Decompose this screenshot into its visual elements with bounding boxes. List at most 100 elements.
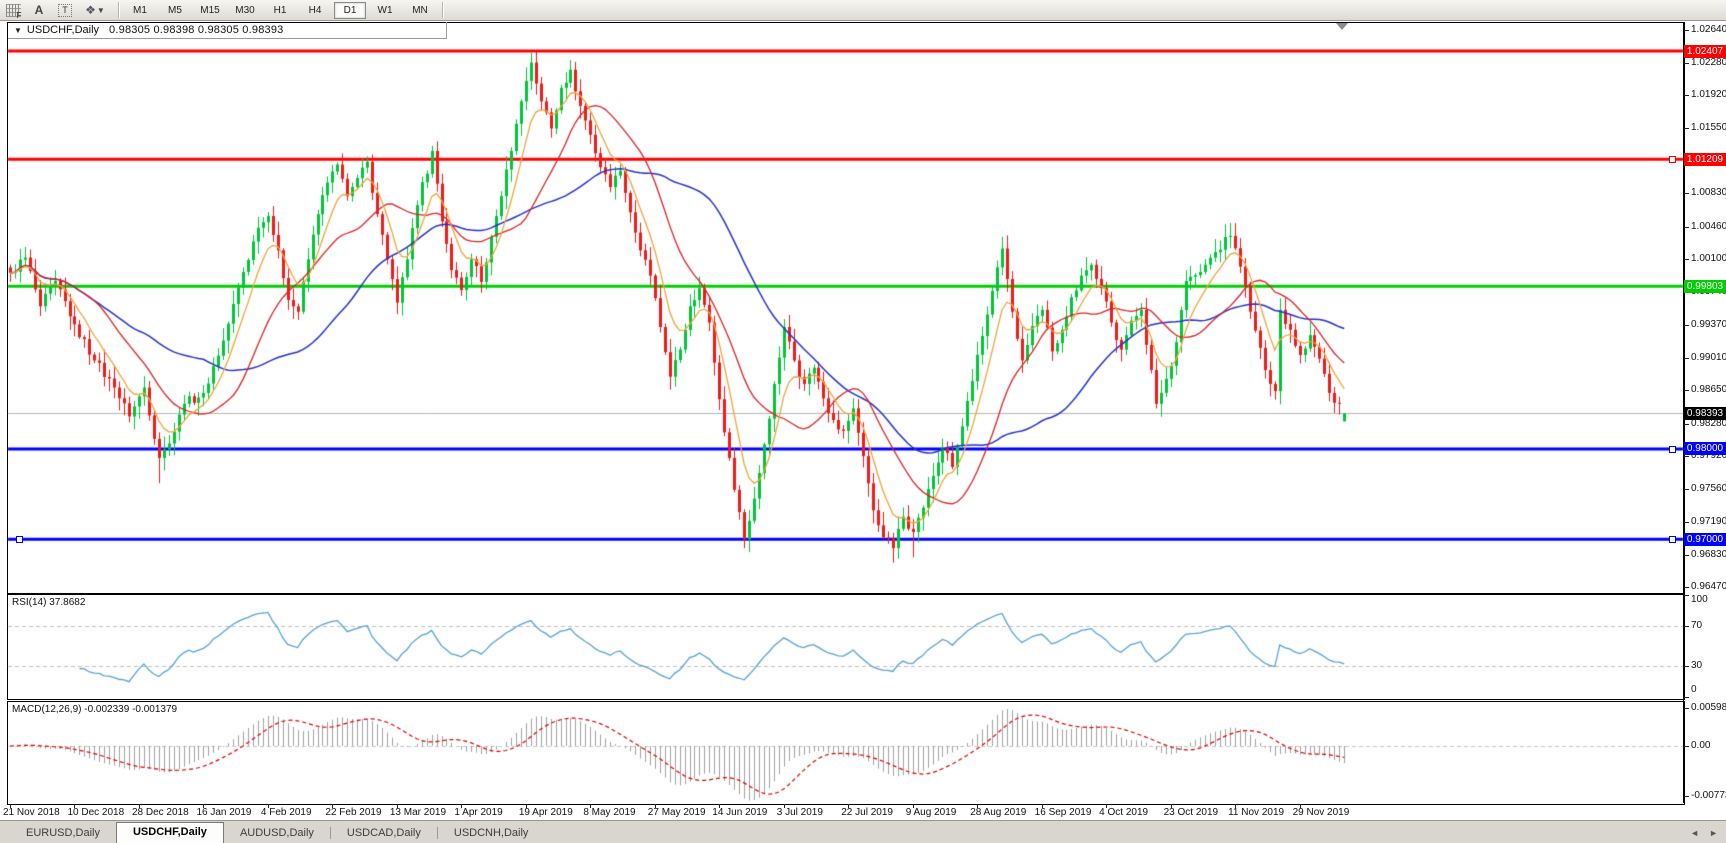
date-axis-label: 19 Apr 2019 xyxy=(518,807,573,818)
price-axis-tick xyxy=(1684,587,1689,588)
symbol-tab-usdcnh[interactable]: USDCNH,Daily xyxy=(453,827,529,839)
price-axis-tick xyxy=(1684,227,1689,228)
price-axis-label: 1.02640 xyxy=(1691,24,1726,36)
date-axis-label: 4 Oct 2019 xyxy=(1099,807,1149,818)
date-axis-label: 28 Aug 2019 xyxy=(970,807,1027,818)
date-axis-label: 28 Dec 2018 xyxy=(131,807,189,818)
date-axis-tick xyxy=(1171,804,1172,808)
collapse-arrow-icon[interactable]: ▼ xyxy=(14,25,22,35)
date-axis-tick xyxy=(590,804,591,808)
price-line-badge: 0.97000 xyxy=(1684,532,1726,546)
date-axis-tick xyxy=(1235,804,1236,808)
macd-axis-label: -0.007737 xyxy=(1691,790,1726,801)
rsi-axis-label: 30 xyxy=(1691,660,1703,672)
date-axis-tick xyxy=(139,804,140,808)
price-axis-tick xyxy=(1684,358,1689,359)
symbol-tabbar: EURUSD,Daily USDCHF,Daily AUDUSD,Daily USDC… xyxy=(0,821,1726,843)
price-axis-label: 0.98650 xyxy=(1691,384,1726,396)
date-axis-tick xyxy=(655,804,656,808)
date-axis-tick xyxy=(461,804,462,808)
price-axis-tick xyxy=(1684,424,1689,425)
date-axis-tick xyxy=(397,804,398,808)
date-axis-tick xyxy=(1042,804,1043,808)
price-axis-tick xyxy=(1684,95,1689,96)
macd-axis-label: 0.00 xyxy=(1691,740,1711,751)
hline-handle[interactable] xyxy=(1669,536,1676,544)
price-axis-label: 1.02280 xyxy=(1691,56,1726,68)
date-axis-tick xyxy=(268,804,269,808)
price-axis-label: 0.97920 xyxy=(1691,450,1726,462)
price-axis-tick xyxy=(1684,489,1689,490)
date-axis-label: 8 May 2019 xyxy=(583,807,636,818)
price-axis-label: 1.00460 xyxy=(1691,220,1726,232)
date-axis-tick xyxy=(1300,804,1301,808)
macd-axis-tick xyxy=(1684,746,1689,747)
date-axis-tick xyxy=(526,804,527,808)
price-line-badge: 1.01209 xyxy=(1684,152,1726,166)
date-axis-tick xyxy=(913,804,914,808)
date-axis-label: 10 Dec 2018 xyxy=(67,807,125,818)
rsi-axis-tick xyxy=(1684,626,1689,627)
hline-handle[interactable] xyxy=(16,536,23,544)
price-line-badge: 1.02407 xyxy=(1684,44,1726,58)
date-axis-label: 22 Jul 2019 xyxy=(841,807,893,818)
date-axis-label: 16 Jan 2019 xyxy=(196,807,252,818)
chart-shift-marker-icon[interactable] xyxy=(1336,23,1348,30)
symbol-tab-eurusd[interactable]: EURUSD,Daily xyxy=(26,827,100,839)
price-axis-tick xyxy=(1684,193,1689,194)
rsi-axis-tick xyxy=(1684,697,1689,698)
date-axis-tick xyxy=(719,804,720,808)
symbol-tab-audusd[interactable]: AUDUSD,Daily xyxy=(239,827,314,839)
price-axis-label: 0.98280 xyxy=(1691,417,1726,429)
date-axis-label: 3 Jul 2019 xyxy=(776,807,823,818)
macd-axis-tick xyxy=(1684,708,1689,709)
macd-axis-label: 0.005986 xyxy=(1691,702,1726,713)
date-axis-label: 9 Aug 2019 xyxy=(905,807,957,818)
current-price-badge: 0.98393 xyxy=(1684,406,1726,420)
date-axis-tick xyxy=(10,804,11,808)
tabs-scroll-left-icon[interactable]: ◄ xyxy=(1690,828,1700,838)
rsi-axis-label: 100 xyxy=(1691,594,1708,605)
symbol-title: USDCHF,Daily xyxy=(26,24,100,36)
tabs-scroll-right-icon[interactable]: ► xyxy=(1709,828,1718,838)
price-axis-tick xyxy=(1684,522,1689,523)
hline-handle[interactable] xyxy=(1669,156,1676,164)
price-axis-label: 0.99370 xyxy=(1691,319,1726,331)
date-axis-tick xyxy=(1106,804,1107,808)
date-axis-label: 14 Jun 2019 xyxy=(712,807,768,818)
ohlc-values: 0.98305 0.98398 0.98305 0.98393 xyxy=(109,24,284,36)
rsi-axis-label: 70 xyxy=(1691,619,1703,631)
price-axis-tick xyxy=(1684,555,1689,556)
tab-divider xyxy=(329,827,331,839)
price-axis-label: 1.00830 xyxy=(1691,187,1726,199)
price-axis-label: 0.96470 xyxy=(1691,581,1726,593)
price-axis-tick xyxy=(1684,390,1689,391)
price-axis-label: 0.96830 xyxy=(1691,548,1726,560)
tabbar-separator xyxy=(0,820,1726,821)
macd-label: MACD(12,26,9) -0.002339 -0.001379 xyxy=(12,704,178,715)
rsi-axis-label: 0 xyxy=(1691,684,1697,695)
symbol-tab-usdchf[interactable]: USDCHF,Daily xyxy=(115,822,224,843)
date-axis-label: 16 Sep 2019 xyxy=(1034,807,1092,818)
date-axis-tick xyxy=(332,804,333,808)
date-axis-label: 11 Nov 2019 xyxy=(1228,807,1285,818)
rsi-label: RSI(14) 37.8682 xyxy=(12,597,86,608)
date-axis-tick xyxy=(74,804,75,808)
price-axis-tick xyxy=(1684,30,1689,31)
date-axis-tick xyxy=(203,804,204,808)
hline-handle[interactable] xyxy=(1669,445,1676,453)
date-axis-label: 21 Nov 2018 xyxy=(3,807,60,818)
price-axis-label: 0.97190 xyxy=(1691,516,1726,528)
symbol-tab-usdcad[interactable]: USDCAD,Daily xyxy=(346,827,421,839)
date-axis-label: 27 May 2019 xyxy=(647,807,706,818)
price-line-badge: 0.99803 xyxy=(1684,279,1726,293)
date-axis-label: 22 Feb 2019 xyxy=(325,807,382,818)
price-axis-tick xyxy=(1684,456,1689,457)
date-axis-label: 13 Mar 2019 xyxy=(389,807,447,818)
date-axis-tick xyxy=(848,804,849,808)
date-axis-tick xyxy=(977,804,978,808)
price-axis-tick xyxy=(1684,128,1689,129)
price-axis-label: 1.01550 xyxy=(1691,122,1726,134)
